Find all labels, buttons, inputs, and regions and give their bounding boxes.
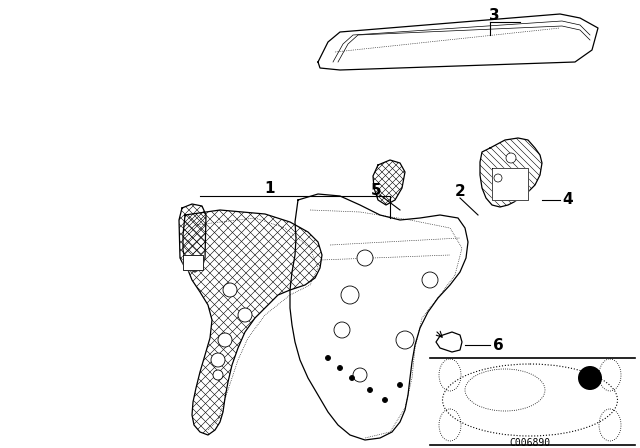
Text: 1: 1 xyxy=(265,181,275,195)
Circle shape xyxy=(349,375,355,380)
Circle shape xyxy=(353,368,367,382)
Text: 4: 4 xyxy=(563,193,573,207)
Circle shape xyxy=(211,353,225,367)
Polygon shape xyxy=(183,210,322,435)
Circle shape xyxy=(422,272,438,288)
Circle shape xyxy=(218,333,232,347)
Polygon shape xyxy=(179,204,206,272)
Text: 6: 6 xyxy=(493,337,504,353)
Polygon shape xyxy=(183,255,203,270)
Circle shape xyxy=(506,153,516,163)
Circle shape xyxy=(337,366,342,370)
Circle shape xyxy=(341,286,359,304)
Polygon shape xyxy=(436,332,462,352)
Polygon shape xyxy=(373,160,405,205)
Text: C006890: C006890 xyxy=(509,438,550,448)
Polygon shape xyxy=(318,14,598,70)
Circle shape xyxy=(396,331,414,349)
Text: 5: 5 xyxy=(371,182,381,198)
Polygon shape xyxy=(480,138,542,207)
Text: 3: 3 xyxy=(489,8,499,22)
Circle shape xyxy=(223,283,237,297)
Circle shape xyxy=(383,397,387,402)
Circle shape xyxy=(238,308,252,322)
Circle shape xyxy=(494,174,502,182)
Circle shape xyxy=(578,366,602,390)
Polygon shape xyxy=(290,194,468,440)
Circle shape xyxy=(334,322,350,338)
Circle shape xyxy=(397,383,403,388)
Text: 2: 2 xyxy=(454,185,465,199)
Circle shape xyxy=(357,250,373,266)
Circle shape xyxy=(326,356,330,361)
Circle shape xyxy=(367,388,372,392)
Circle shape xyxy=(213,370,223,380)
Polygon shape xyxy=(492,168,528,200)
